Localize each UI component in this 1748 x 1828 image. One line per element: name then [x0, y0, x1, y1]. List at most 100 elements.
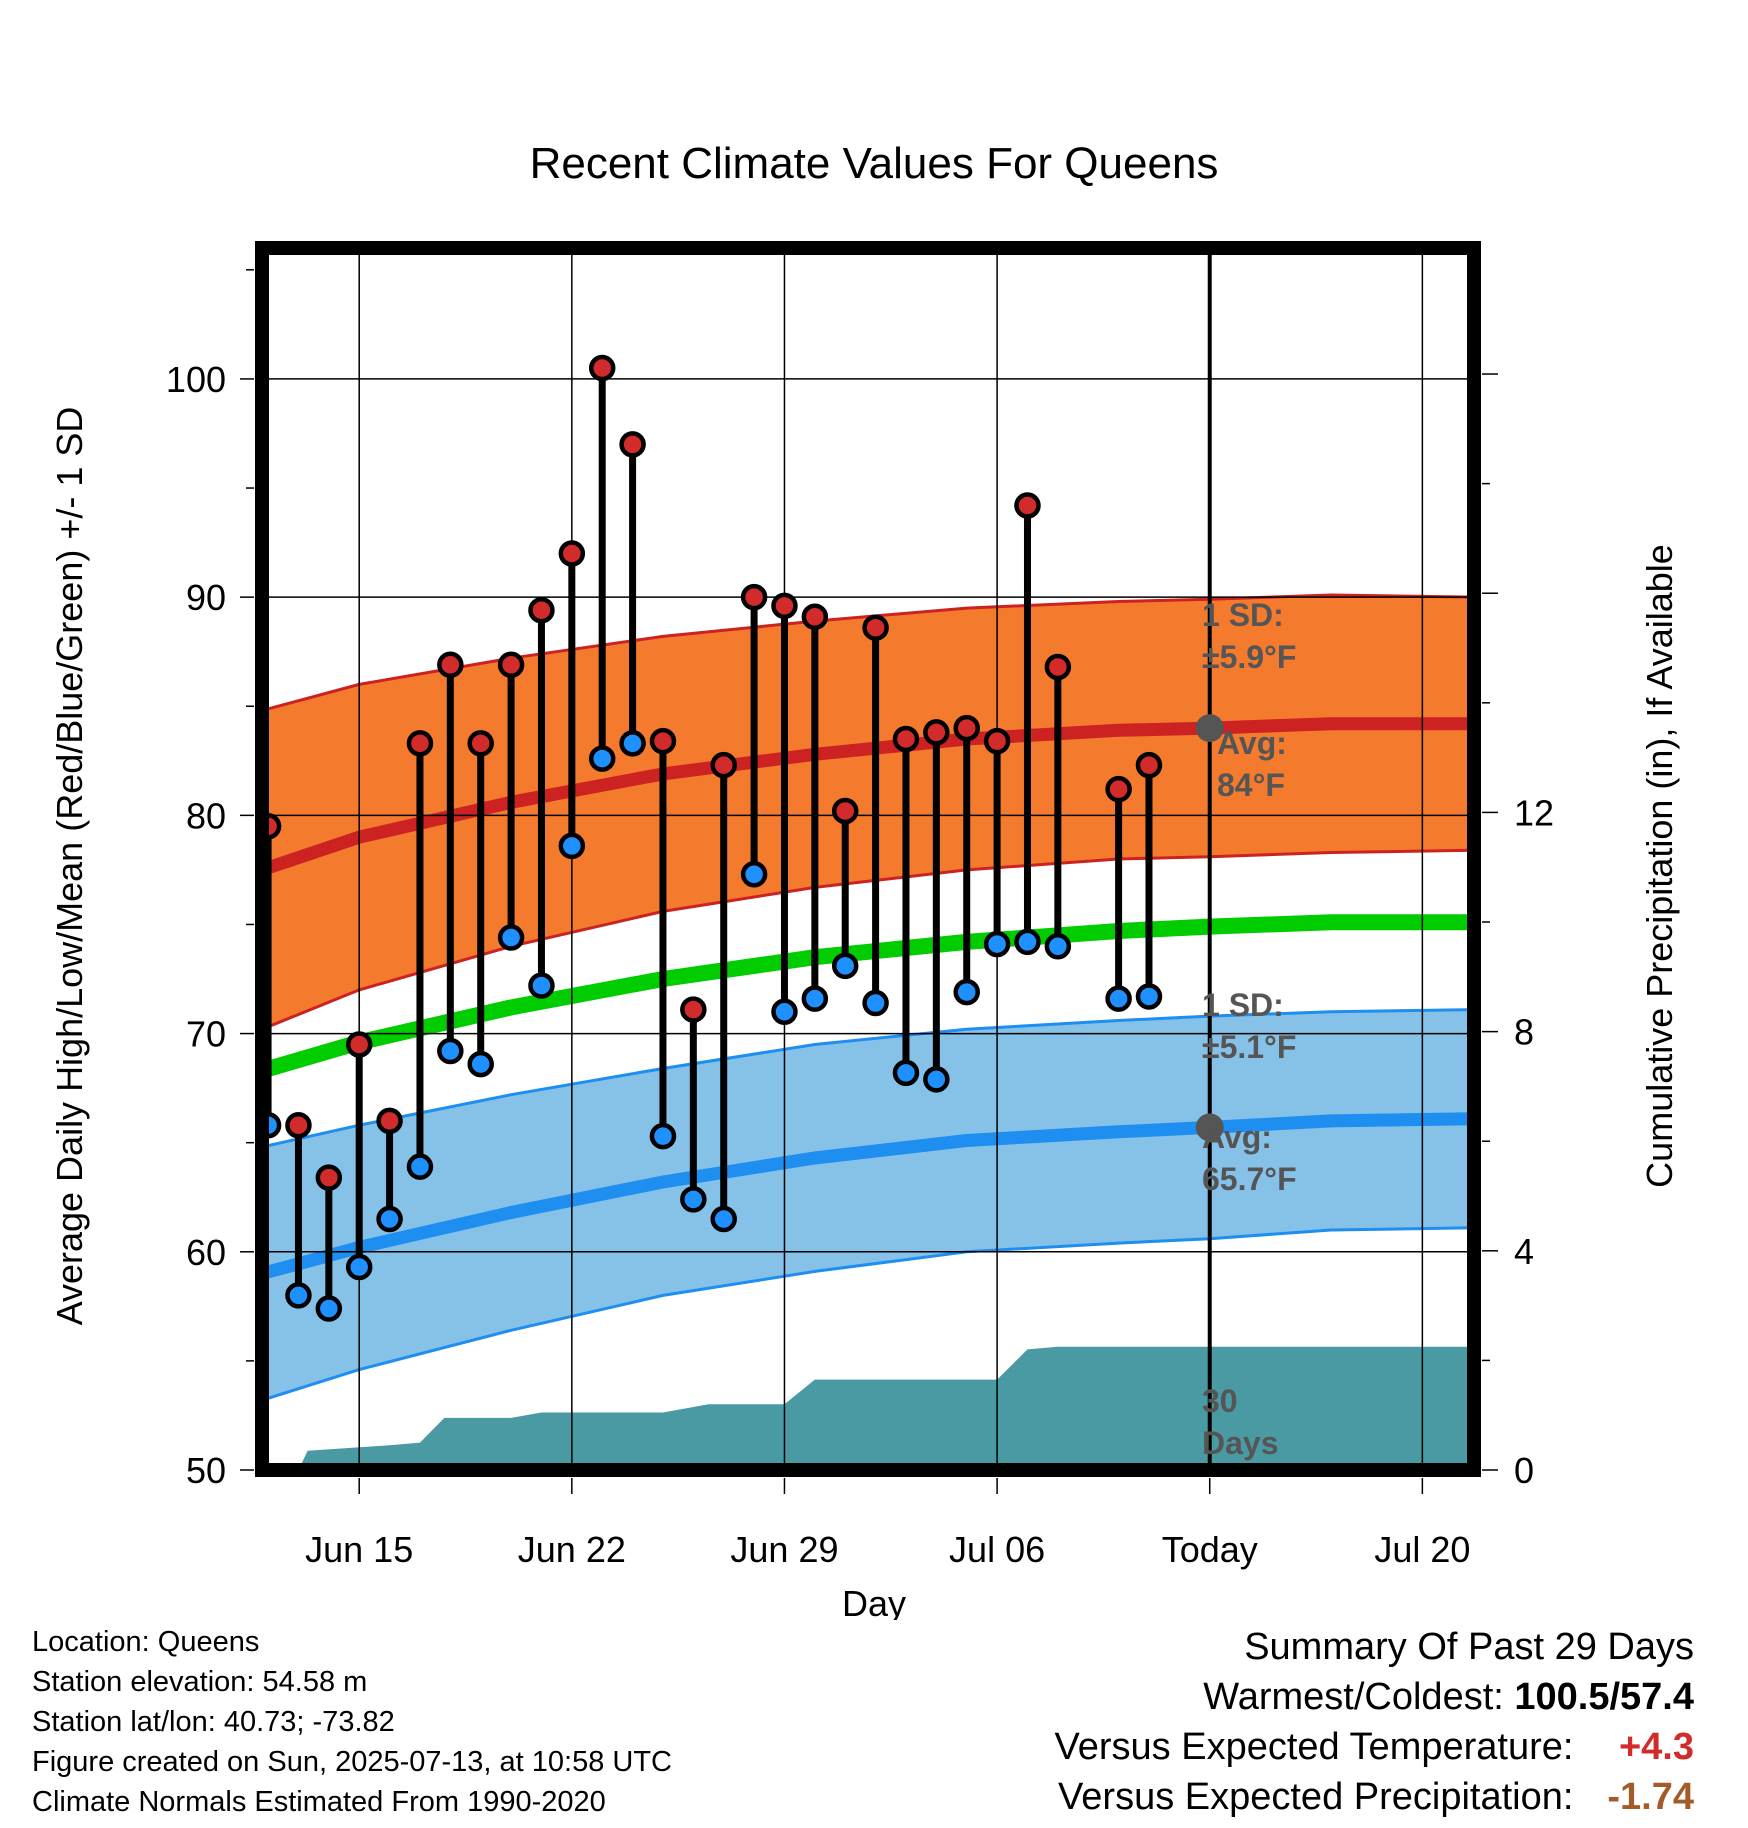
daily-low-point	[345, 1253, 373, 1281]
daily-low-point	[497, 924, 525, 951]
y-tick-label: 100	[166, 359, 226, 400]
daily-low-point	[467, 1050, 494, 1078]
y-tick-label: 80	[186, 795, 226, 836]
chart-title: Recent Climate Values For Queens	[530, 139, 1219, 188]
high-sd-value: ±5.9°F	[1202, 639, 1296, 675]
x-tick-label: Jul 06	[949, 1529, 1045, 1570]
temp-row: Versus Expected Temperature: +4.3	[1055, 1722, 1694, 1772]
precip-days-unit: Days	[1202, 1425, 1279, 1461]
y-tick-label: 60	[186, 1232, 226, 1273]
daily-high-point	[285, 1111, 312, 1139]
plot-frame	[255, 241, 1481, 1477]
daily-low-point	[771, 998, 798, 1025]
x-tick-label: Jul 20	[1374, 1529, 1470, 1570]
precip-label: Versus Expected Precipitation:	[1058, 1776, 1574, 1818]
daily-low-point	[1105, 985, 1132, 1012]
warm-cold-value: 100.5/57.4	[1514, 1676, 1694, 1718]
daily-low-point	[680, 1186, 707, 1213]
x-axis-title: Day	[842, 1583, 906, 1620]
warm-cold-label: Warmest/Coldest:	[1203, 1676, 1504, 1718]
x-tick-label: Jun 22	[518, 1529, 626, 1570]
daily-low-point	[588, 745, 616, 772]
precip-days-label: 30	[1202, 1383, 1238, 1419]
daily-high-point	[406, 730, 434, 757]
high-avg-label: Avg:	[1217, 725, 1287, 761]
summary-panel: Summary Of Past 29 Days Warmest/Coldest:…	[1055, 1622, 1694, 1822]
daily-low-point	[376, 1205, 403, 1233]
daily-low-point	[528, 972, 555, 999]
daily-low-point	[558, 832, 586, 860]
normal-high-line	[262, 717, 1474, 877]
daily-low-point	[437, 1037, 464, 1065]
daily-high-point	[923, 719, 950, 746]
daily-low-point	[862, 989, 889, 1017]
daily-high-point	[467, 730, 494, 757]
location-text: Location: Queens	[32, 1626, 260, 1658]
daily-high-point	[437, 651, 464, 679]
plot-content: 1 SD: ±5.9°F Avg: 84°F 1 SD: ±5.1°F Avg: 65.7°F…	[262, 248, 1474, 1470]
low-avg-label: Avg:	[1202, 1119, 1272, 1155]
daily-high-point	[1044, 653, 1072, 681]
low-sd-value: ±5.1°F	[1202, 1029, 1296, 1065]
high-avg-value: 84°F	[1217, 767, 1285, 803]
daily-high-point	[649, 727, 677, 755]
daily-high-point	[528, 596, 555, 624]
y-tick-label: 70	[186, 1014, 226, 1055]
daily-low-point	[892, 1059, 920, 1087]
daily-low-point	[1014, 928, 1041, 956]
daily-low-point	[983, 930, 1011, 958]
daily-low-point	[740, 861, 768, 888]
daily-low-point	[649, 1122, 677, 1150]
daily-low-point	[1044, 933, 1072, 960]
x-tick-label: Jun 29	[730, 1529, 838, 1570]
y2-tick-label: 4	[1514, 1231, 1534, 1272]
daily-high-point	[376, 1107, 403, 1135]
daily-low-point	[831, 952, 859, 980]
climate-chart: Recent Climate Values For Queens 1 SD: ±5…	[49, 139, 1680, 1620]
elevation-text: Station elevation: 54.58 m	[32, 1666, 368, 1698]
daily-high-point	[771, 592, 798, 620]
precip-row: Versus Expected Precipitation: -1.74	[1055, 1772, 1694, 1822]
daily-low-point	[285, 1282, 312, 1309]
low-upper-edge	[262, 1008, 1474, 1149]
precip-area	[262, 1346, 1474, 1470]
daily-low-point	[923, 1066, 950, 1093]
high-sd-label: 1 SD:	[1202, 597, 1284, 633]
daily-high-point	[680, 996, 707, 1023]
daily-high-point	[1105, 775, 1132, 803]
daily-low-point	[619, 730, 646, 757]
daily-high-point	[1014, 492, 1041, 519]
latlon-text: Station lat/lon: 40.73; -73.82	[32, 1706, 395, 1738]
normal-mean-line	[262, 914, 1474, 1079]
y-tick-label: 90	[186, 577, 226, 618]
daily-high-point	[345, 1031, 373, 1058]
daily-high-point	[801, 603, 829, 631]
high-lower-edge	[262, 848, 1474, 1031]
warm-cold-row: Warmest/Coldest: 100.5/57.4	[1055, 1672, 1694, 1722]
today-low-normal-marker	[1195, 1113, 1224, 1142]
daily-high-point	[558, 540, 586, 567]
precip-value: -1.74	[1607, 1776, 1694, 1818]
station-info: Location: Queens Station elevation: 54.5…	[32, 1622, 672, 1822]
temp-label: Versus Expected Temperature:	[1054, 1726, 1574, 1768]
low-lower-edge	[262, 1226, 1474, 1402]
daily-high-point	[315, 1164, 343, 1191]
daily-high-point	[862, 614, 889, 641]
x-tick-label: Jun 15	[305, 1529, 413, 1570]
x-tick-label: Today	[1162, 1529, 1258, 1570]
today-high-normal-marker	[1195, 714, 1224, 743]
summary-title: Summary Of Past 29 Days	[1244, 1626, 1694, 1668]
daily-high-point	[497, 651, 525, 679]
normals-text: Climate Normals Estimated From 1990-2020	[32, 1786, 606, 1818]
high-sd-band	[262, 595, 1474, 1030]
daily-low-point	[953, 978, 980, 1006]
y-tick-label: 50	[186, 1450, 226, 1491]
y2-tick-label: 12	[1514, 792, 1554, 833]
created-text: Figure created on Sun, 2025-07-13, at 10…	[32, 1746, 672, 1778]
daily-high-point	[588, 354, 616, 382]
low-sd-label: 1 SD:	[1202, 987, 1284, 1023]
daily-low-point	[315, 1295, 343, 1322]
daily-high-point	[983, 727, 1011, 755]
temp-value: +4.3	[1618, 1726, 1694, 1768]
plot-area: 1 SD: ±5.9°F Avg: 84°F 1 SD: ±5.1°F Avg: 65.7°F…	[166, 241, 1554, 1570]
